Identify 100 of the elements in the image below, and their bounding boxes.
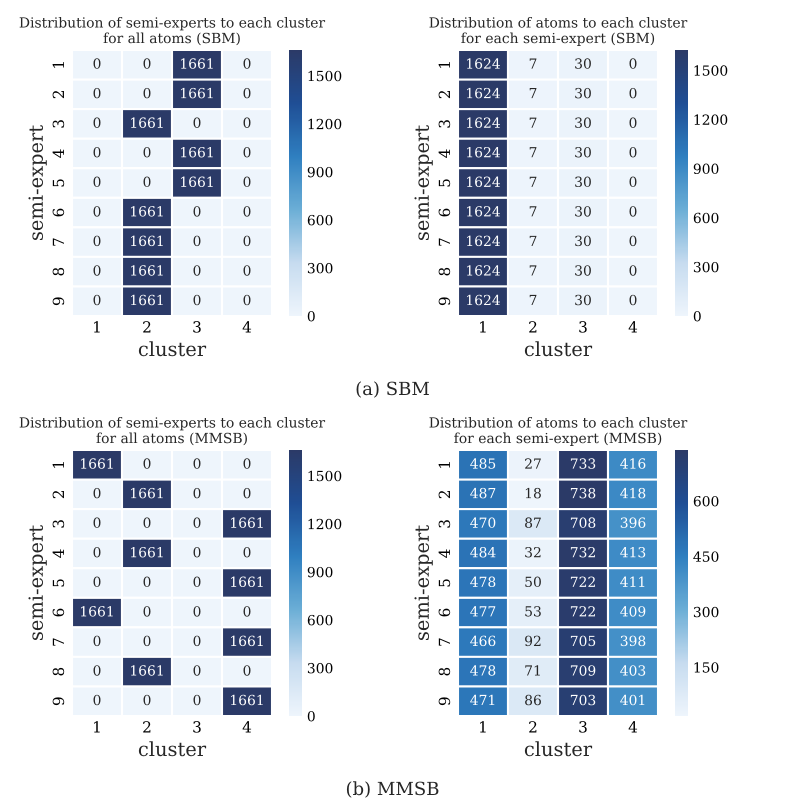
color-bar-label: 1500: [694, 65, 728, 76]
x-tick-label: 2: [143, 721, 150, 732]
color-bar-label: 600: [308, 614, 332, 626]
data-label: 27: [525, 458, 541, 469]
data-label: 32: [525, 546, 540, 558]
color-bar-label: 0: [308, 310, 315, 322]
data-label: 0: [193, 517, 200, 528]
data-label: 0: [93, 58, 100, 69]
color-bar-label: 900: [694, 164, 718, 174]
data-label: 0: [93, 117, 100, 128]
data-label: 0: [243, 546, 250, 558]
data-label: 0: [143, 636, 150, 646]
data-label: 403: [620, 665, 646, 676]
data-label: 7: [530, 147, 536, 158]
data-label: 30: [575, 236, 591, 246]
data-label: 7: [530, 58, 536, 69]
x-tick-label: 1: [94, 721, 100, 732]
data-label: 0: [93, 576, 100, 588]
color-bar-label: 1200: [308, 118, 342, 130]
data-label: 466: [470, 636, 496, 646]
data-label: 0: [243, 665, 250, 676]
x-tick-label: 1: [94, 321, 100, 332]
data-label: 478: [470, 665, 496, 676]
y-tick-label: 9: [52, 697, 64, 706]
y-tick-label: 8: [52, 268, 64, 276]
data-label: 485: [470, 458, 496, 469]
data-label: 7: [530, 176, 536, 187]
y-tick-label: 6: [52, 608, 64, 616]
data-label: 0: [143, 146, 150, 158]
data-label: 0: [143, 176, 150, 188]
color-bar-label: 450: [693, 551, 718, 562]
data-label: 0: [193, 694, 200, 706]
data-label: 1661: [181, 88, 213, 98]
data-label: 0: [93, 665, 100, 676]
y-tick-label: 5: [438, 579, 450, 587]
data-label: 0: [143, 694, 150, 706]
data-label: 1624: [467, 206, 500, 217]
data-label: 0: [93, 488, 100, 498]
text: (b) MMSB: [346, 781, 438, 798]
y-tick-label: 6: [52, 208, 64, 216]
y-tick-label: 3: [438, 520, 450, 528]
data-label: 0: [93, 265, 100, 276]
y-tick-label: 3: [52, 520, 64, 528]
data-label: 1661: [81, 458, 113, 469]
y-tick-label: 4: [438, 149, 450, 158]
color-bar-label: 900: [308, 166, 332, 178]
color-bar-label: 300: [308, 662, 332, 674]
data-label: 733: [570, 458, 596, 469]
y-tick-label: 6: [438, 608, 450, 616]
y-tick-label: 8: [52, 668, 64, 676]
color-bar-label: 600: [694, 496, 718, 506]
data-label: 0: [243, 606, 250, 617]
data-label: 0: [193, 488, 200, 498]
data-label: 0: [629, 294, 636, 306]
data-label: 0: [93, 206, 100, 217]
data-label: 1624: [467, 176, 500, 188]
data-label: 0: [143, 606, 150, 617]
data-label: 0: [243, 88, 250, 98]
y-tick-label: 9: [438, 697, 450, 706]
x-tick-label: 1: [480, 321, 486, 332]
color-bar-label: 150: [694, 662, 718, 673]
data-label: 484: [470, 546, 496, 558]
data-label: 71: [525, 665, 540, 676]
data-label: 0: [243, 176, 250, 188]
data-label: 1661: [181, 58, 213, 69]
data-label: 1624: [467, 146, 500, 158]
data-label: 1661: [131, 488, 163, 498]
x-axis-title: cluster: [138, 741, 206, 756]
data-label: 30: [575, 117, 591, 128]
color-bar-label: 1500: [308, 70, 342, 82]
data-label: 1661: [231, 694, 263, 706]
data-label: 709: [570, 665, 596, 676]
data-label: 470: [470, 517, 496, 528]
x-tick-label: 3: [193, 321, 201, 333]
data-label: 30: [575, 294, 591, 306]
data-label: 0: [193, 576, 200, 588]
data-label: 0: [243, 294, 250, 306]
y-tick-label: 1: [438, 62, 450, 68]
data-label: 478: [470, 576, 496, 588]
data-label: 0: [629, 88, 636, 98]
data-label: 1661: [231, 636, 263, 646]
y-tick-label: 1: [438, 462, 450, 468]
x-tick-label: 2: [143, 321, 150, 332]
data-label: 0: [93, 294, 100, 306]
data-label: 0: [93, 694, 100, 706]
data-label: 705: [570, 636, 596, 646]
y-axis-title: semi-expert: [414, 125, 433, 240]
data-label: 92: [525, 636, 540, 646]
data-label: 86: [525, 694, 541, 706]
data-label: 703: [570, 694, 596, 706]
data-label: 0: [193, 606, 200, 617]
data-label: 416: [620, 458, 646, 469]
data-label: 30: [575, 146, 591, 158]
data-label: 0: [143, 517, 150, 528]
data-label: 398: [620, 636, 646, 646]
data-label: 1624: [467, 58, 500, 69]
y-tick-label: 2: [438, 490, 450, 498]
data-label: 0: [193, 236, 200, 246]
data-label: 1624: [467, 265, 500, 276]
data-label: 0: [93, 636, 100, 646]
